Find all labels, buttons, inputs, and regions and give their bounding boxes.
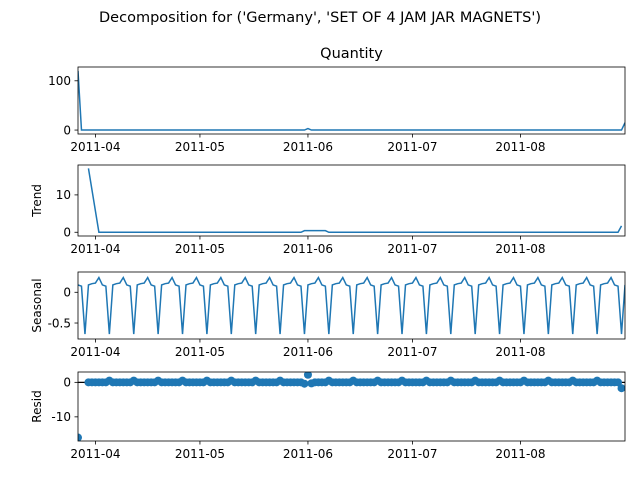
plot-area-resid xyxy=(78,372,625,441)
axes-frame-seasonal xyxy=(77,271,626,340)
resid-point xyxy=(78,433,82,441)
ytick-label: 0 xyxy=(63,286,71,300)
xtick-label: 2011-04 xyxy=(70,242,120,256)
ytick-label: 10 xyxy=(56,188,71,202)
panel-seasonal: Seasonal 0 -0.5 2011-04 2011-05 2011-06 2011-0… xyxy=(30,271,626,359)
figure-suptitle: Decomposition for ('Germany', 'SET OF 4 … xyxy=(99,10,541,26)
ytick-label: 100 xyxy=(48,74,71,88)
ytick-label: -10 xyxy=(51,410,71,424)
xtick-label: 2011-07 xyxy=(387,447,437,461)
resid-point xyxy=(300,379,309,388)
xtick-label: 2011-04 xyxy=(70,140,120,154)
resid-point xyxy=(303,372,312,379)
resid-point xyxy=(614,378,623,387)
axes-frame-resid xyxy=(77,371,626,442)
ytick-label: 0 xyxy=(63,376,71,390)
series-line-quantity xyxy=(78,70,625,131)
panel-resid: Resid 0 -10 2011-04 2011-05 2011-06 2011-07 201… xyxy=(30,371,626,461)
panel-quantity: Quantity 0 100 2011-04 2011-05 2011-06 2011-07… xyxy=(48,46,626,154)
xtick-label: 2011-06 xyxy=(283,345,333,359)
plot-area-quantity xyxy=(78,70,625,131)
ytick-label: 0 xyxy=(63,123,71,137)
xtick-label: 2011-07 xyxy=(387,345,437,359)
xtick-label: 2011-08 xyxy=(495,242,545,256)
plot-area-seasonal xyxy=(78,275,625,335)
panel-trend: Trend 0 10 2011-04 2011-05 2011-06 2011-07 2011… xyxy=(30,164,626,256)
resid-point xyxy=(617,384,625,393)
series-line-seasonal xyxy=(78,275,625,335)
xtick-label: 2011-07 xyxy=(387,140,437,154)
ytick-label: 0 xyxy=(63,226,71,240)
panel-title-quantity: Quantity xyxy=(320,46,383,62)
xtick-label: 2011-06 xyxy=(283,242,333,256)
axes-frame-quantity xyxy=(77,66,626,135)
ylabel-seasonal: Seasonal xyxy=(30,278,44,332)
xtick-label: 2011-06 xyxy=(283,447,333,461)
plot-area-trend xyxy=(87,168,623,234)
xtick-label: 2011-08 xyxy=(495,140,545,154)
xtick-label: 2011-05 xyxy=(175,447,225,461)
axes-frame-trend xyxy=(77,164,626,237)
ytick-label: -0.5 xyxy=(48,316,71,330)
xtick-label: 2011-08 xyxy=(495,447,545,461)
xtick-label: 2011-05 xyxy=(175,242,225,256)
xtick-label: 2011-06 xyxy=(283,140,333,154)
ylabel-trend: Trend xyxy=(30,184,44,218)
xtick-label: 2011-05 xyxy=(175,345,225,359)
xtick-label: 2011-04 xyxy=(70,447,120,461)
xtick-label: 2011-04 xyxy=(70,345,120,359)
ylabel-resid: Resid xyxy=(30,390,44,422)
xtick-label: 2011-07 xyxy=(387,242,437,256)
xtick-label: 2011-05 xyxy=(175,140,225,154)
xtick-label: 2011-08 xyxy=(495,345,545,359)
series-line-trend xyxy=(87,168,623,234)
